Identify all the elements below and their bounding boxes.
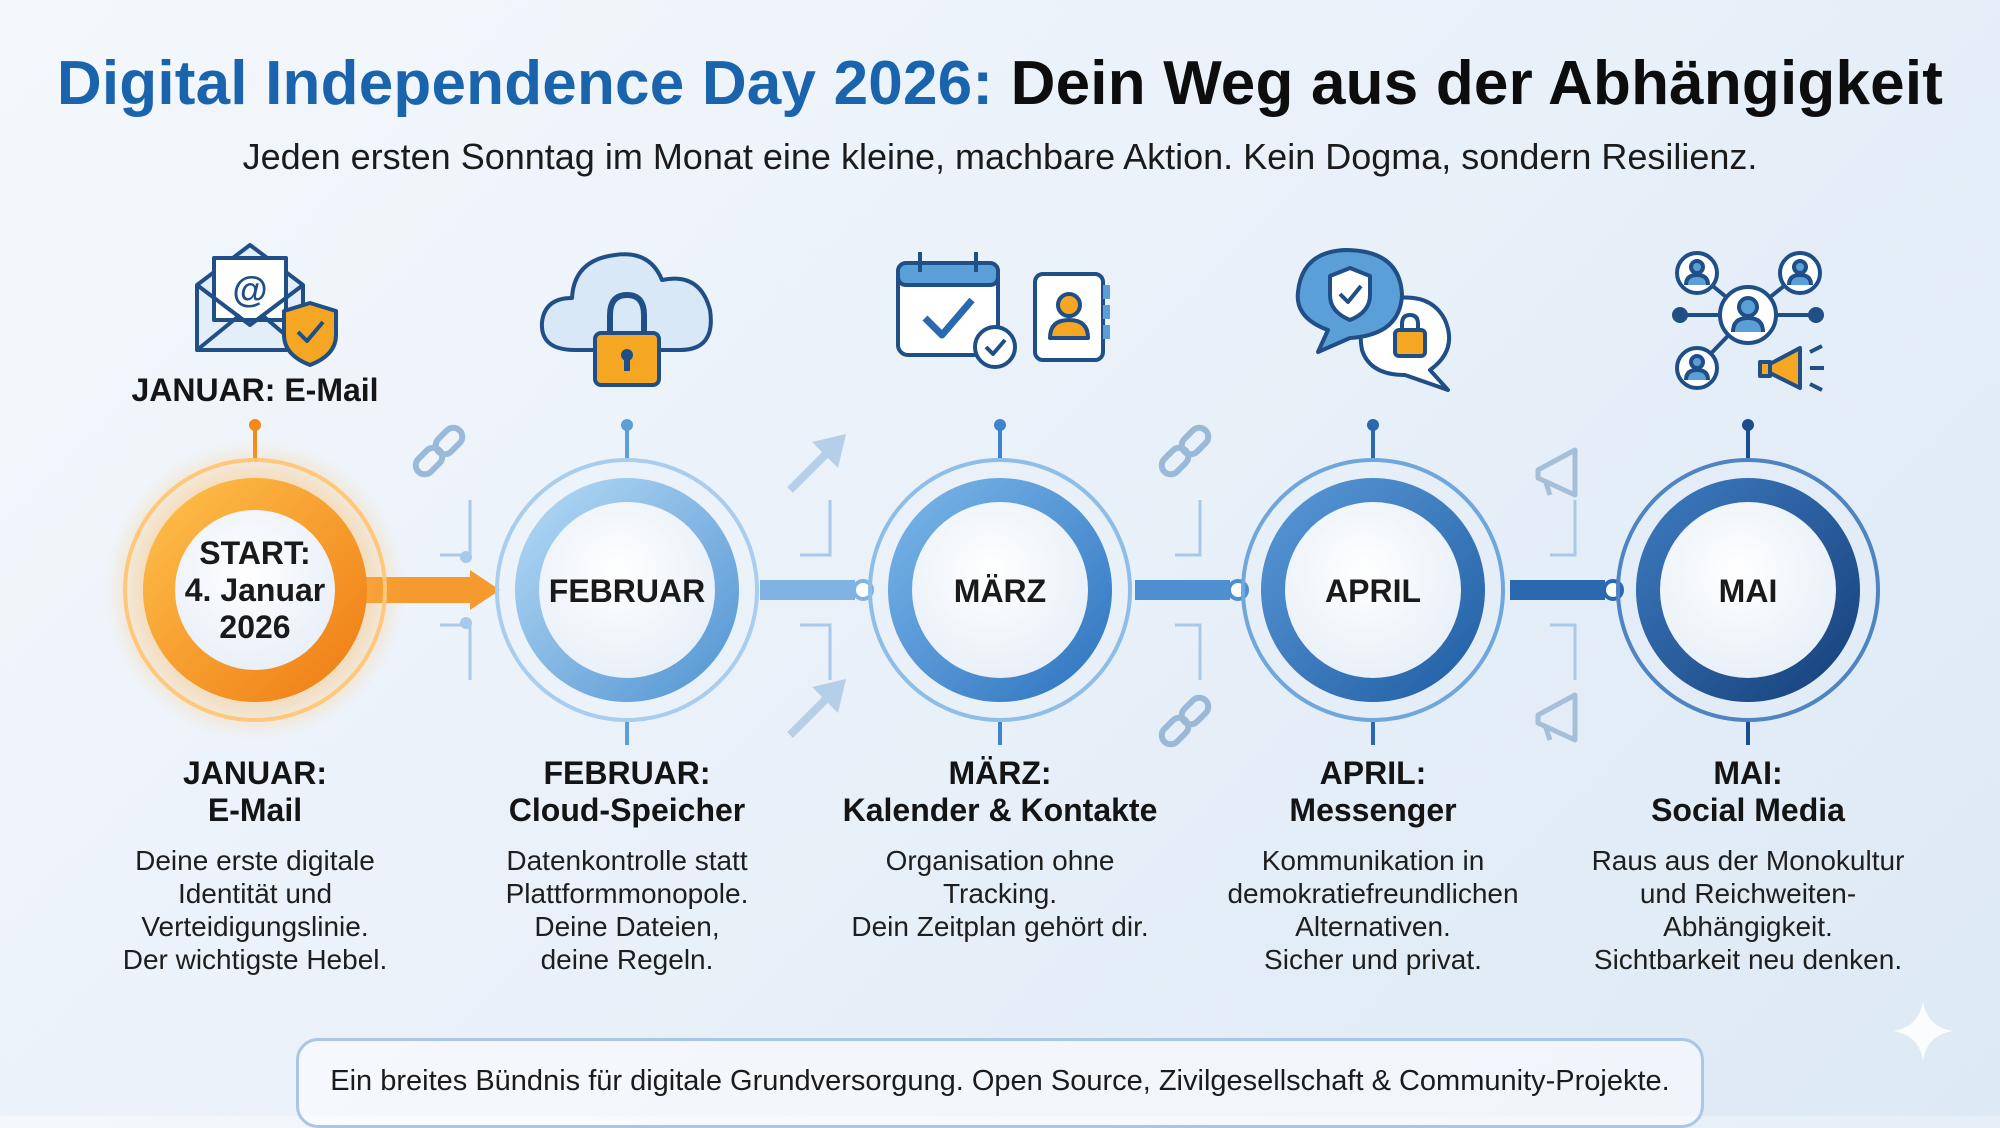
column-month: FEBRUAR: bbox=[543, 755, 711, 791]
desc-line: Verteidigungslinie. bbox=[141, 911, 369, 942]
megaphone-icon bbox=[1535, 692, 1578, 743]
desc-line: Alternativen. bbox=[1295, 911, 1451, 942]
desc-line: Identität und bbox=[177, 878, 333, 909]
column-description: Deine erste digitale Identität und Verte… bbox=[85, 844, 425, 976]
node-label-april: APRIL bbox=[1325, 573, 1421, 609]
column-description: Kommunikation in demokratiefreundlichen … bbox=[1203, 844, 1543, 976]
broken-link-icon bbox=[412, 424, 466, 478]
desc-line: deine Regeln. bbox=[540, 944, 714, 975]
column-heading: JANUAR: E-Mail bbox=[85, 755, 425, 829]
column-topic: Messenger bbox=[1289, 792, 1457, 828]
broken-link-icon bbox=[1158, 424, 1212, 478]
desc-line: demokratiefreundlichen bbox=[1227, 878, 1519, 909]
desc-line: Abhängigkeit. bbox=[1663, 911, 1833, 942]
svg-text:@: @ bbox=[232, 269, 267, 310]
desc-line: Kommunikation in bbox=[1261, 845, 1485, 876]
node-februar bbox=[495, 458, 759, 722]
node-label-mai: MAI bbox=[1718, 573, 1778, 609]
connector-feb-mar bbox=[760, 500, 874, 680]
page-subtitle: Jeden ersten Sonntag im Monat eine klein… bbox=[242, 136, 1758, 177]
desc-line: Organisation ohne bbox=[885, 845, 1115, 876]
column-heading: FEBRUAR: Cloud-Speicher bbox=[457, 755, 797, 829]
column-maerz: MÄRZ: Kalender & Kontakte Organisation o… bbox=[830, 755, 1170, 943]
column-month: MAI: bbox=[1713, 755, 1783, 791]
broken-link-icon bbox=[1158, 694, 1212, 748]
connector-mar-apr bbox=[1135, 500, 1249, 680]
cloud-lock-icon bbox=[539, 252, 713, 387]
node-label-februar: FEBRUAR bbox=[548, 573, 706, 609]
desc-line: Tracking. bbox=[942, 878, 1058, 909]
start-caption: JANUAR: E-Mail bbox=[131, 372, 379, 408]
start-line-1: START: bbox=[199, 535, 311, 571]
envelope-shield-icon: @ bbox=[195, 243, 338, 367]
desc-line: Raus aus der Monokultur bbox=[1591, 845, 1905, 876]
desc-line: Der wichtigste Hebel. bbox=[122, 944, 388, 975]
node-label-maerz: MÄRZ bbox=[953, 573, 1047, 609]
column-heading: APRIL: Messenger bbox=[1203, 755, 1543, 829]
megaphone-icon bbox=[1535, 447, 1578, 498]
node-label-start: START: 4. Januar 2026 bbox=[135, 535, 375, 646]
chat-shield-lock-icon bbox=[1295, 248, 1451, 392]
desc-line: Deine Dateien, bbox=[534, 911, 720, 942]
arrow-icon bbox=[787, 434, 846, 493]
column-topic: Kalender & Kontakte bbox=[842, 792, 1158, 828]
footer-banner: Ein breites Bündnis für digitale Grundve… bbox=[296, 1038, 1704, 1128]
column-month: MÄRZ: bbox=[948, 755, 1052, 791]
column-description: Organisation ohne Tracking. Dein Zeitpla… bbox=[830, 844, 1170, 943]
node-april bbox=[1241, 458, 1505, 722]
desc-line: Plattformmonopole. bbox=[505, 878, 749, 909]
desc-line: Sicher und privat. bbox=[1264, 944, 1482, 975]
node-start bbox=[105, 440, 405, 740]
social-network-megaphone-icon bbox=[1672, 251, 1824, 392]
column-heading: MÄRZ: Kalender & Kontakte bbox=[830, 755, 1170, 829]
column-topic: Cloud-Speicher bbox=[508, 792, 746, 828]
desc-line: Deine erste digitale bbox=[135, 845, 375, 876]
footer-text: Ein breites Bündnis für digitale Grundve… bbox=[330, 1065, 1670, 1097]
start-line-2: 4. Januar bbox=[184, 572, 326, 608]
column-topic: E-Mail bbox=[207, 792, 303, 828]
node-maerz bbox=[868, 458, 1132, 722]
node-mai bbox=[1616, 458, 1880, 722]
title-rest: Dein Weg aus der Abhängigkeit bbox=[1010, 49, 1944, 118]
desc-line: Datenkontrolle statt bbox=[506, 845, 748, 876]
column-mai: MAI: Social Media Raus aus der Monokultu… bbox=[1578, 755, 1918, 976]
calendar-contacts-icon bbox=[896, 252, 1110, 369]
desc-line: und Reichweiten- bbox=[1639, 878, 1857, 909]
column-februar: FEBRUAR: Cloud-Speicher Datenkontrolle s… bbox=[457, 755, 797, 976]
column-month: APRIL: bbox=[1319, 755, 1427, 791]
sparkle-icon bbox=[1893, 1001, 1953, 1061]
column-heading: MAI: Social Media bbox=[1578, 755, 1918, 829]
column-description: Raus aus der Monokultur und Reichweiten-… bbox=[1578, 844, 1918, 976]
column-april: APRIL: Messenger Kommunikation in demokr… bbox=[1203, 755, 1543, 976]
start-line-3: 2026 bbox=[219, 609, 291, 645]
desc-line: Dein Zeitplan gehört dir. bbox=[851, 911, 1149, 942]
column-description: Datenkontrolle statt Plattformmonopole. … bbox=[457, 844, 797, 976]
desc-line: Sichtbarkeit neu denken. bbox=[1593, 944, 1903, 975]
column-month: JANUAR: bbox=[183, 755, 327, 791]
title-accent: Digital Independence Day 2026: bbox=[56, 49, 994, 118]
column-topic: Social Media bbox=[1651, 792, 1845, 828]
connector-apr-mai bbox=[1510, 500, 1624, 680]
arrow-icon bbox=[787, 679, 846, 738]
column-januar: JANUAR: E-Mail Deine erste digitale Iden… bbox=[85, 755, 425, 976]
page-title: Digital Independence Day 2026: Dein Weg … bbox=[0, 48, 2000, 119]
